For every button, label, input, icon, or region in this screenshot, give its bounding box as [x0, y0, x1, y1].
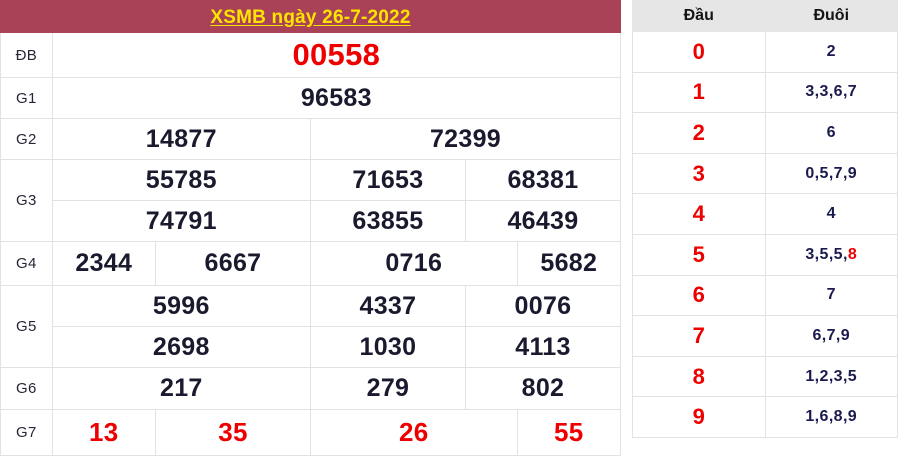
prize-value-g2-2: 72399	[309, 118, 622, 160]
dau-value: 4	[632, 193, 766, 235]
prize-label-g3: G3	[0, 159, 53, 242]
prize-label-g5: G5	[0, 285, 53, 368]
prize-label-g7: G7	[0, 409, 53, 456]
duoi-value-plain: 6	[826, 123, 836, 141]
result-title-cell: XSMB ngày 26-7-2022	[0, 0, 621, 33]
duoi-value: 7	[764, 274, 898, 317]
prize-value-g3-4: 74791	[51, 200, 311, 242]
dau-value: 9	[632, 396, 766, 438]
table-row-g3-a: G3 55785 71653 68381	[0, 159, 622, 242]
duoi-value: 6,7,9	[764, 315, 898, 357]
dau-duoi-row: 8 1,2,3,5	[632, 355, 898, 398]
table-row-g3-b: 74791 63855 46439	[1, 200, 622, 242]
duoi-value-plain: 1,6,8,9	[805, 408, 858, 426]
duoi-value: 0,5,7,9	[764, 152, 898, 195]
table-row-db: ĐB 00558	[0, 32, 622, 78]
prize-value-g4-2: 6667	[154, 241, 311, 286]
table-row-g1: G1 96583	[0, 77, 622, 119]
dau-duoi-body: 0 2 1 3,3,6,7 2 6 3 0,5,7,9 4 4 5 3,5,5,8 6 7 7 6,7,9 8 1…	[632, 31, 898, 438]
dau-value: 5	[632, 233, 766, 276]
prize-value-g5-5: 1030	[309, 326, 466, 368]
prize-value-g5-4: 2698	[51, 326, 311, 368]
duoi-value-plain: 4	[826, 205, 836, 223]
prize-value-g5-1: 5996	[51, 285, 311, 327]
dau-value: 3	[632, 152, 766, 195]
dau-value: 7	[632, 315, 766, 357]
dau-value: 6	[632, 274, 766, 317]
dau-duoi-table: Đầu Đuôi 0 2 1 3,3,6,7 2 6 3 0,5,7,9 4 4 5 3,5,5,8 6…	[632, 0, 898, 438]
duoi-value-plain: 3,3,6,7	[805, 83, 858, 101]
prize-value-g3-5: 63855	[309, 200, 466, 242]
prize-value-g6-2: 279	[309, 367, 466, 410]
prize-value-g7-4: 55	[516, 409, 622, 456]
prize-value-g5-6: 4113	[464, 326, 622, 368]
dau-duoi-row: 9 1,6,8,9	[632, 396, 898, 438]
duoi-value: 2	[764, 31, 898, 73]
column-header-dau: Đầu	[632, 0, 766, 32]
table-row-g5-a: G5 5996 4337 0076	[0, 285, 622, 368]
prize-value-db: 00558	[51, 32, 622, 78]
duoi-value: 4	[764, 193, 898, 235]
dau-duoi-row: 5 3,5,5,8	[632, 233, 898, 276]
duoi-value: 1,6,8,9	[764, 396, 898, 438]
prize-label-g2: G2	[0, 118, 53, 160]
prize-value-g3-1: 55785	[51, 159, 311, 201]
table-row-g6: G6 217 279 802	[0, 367, 622, 410]
duoi-value: 1,2,3,5	[764, 355, 898, 398]
table-row-g2: G2 14877 72399	[0, 118, 622, 160]
prize-label-g1: G1	[0, 77, 53, 119]
duoi-value: 3,5,5,8	[764, 233, 898, 276]
table-title-row: XSMB ngày 26-7-2022	[0, 0, 621, 33]
page-title: XSMB ngày 26-7-2022	[210, 7, 411, 28]
duoi-value: 3,3,6,7	[764, 71, 898, 114]
dau-value: 8	[632, 355, 766, 398]
prize-value-g6-3: 802	[464, 367, 622, 410]
duoi-value-plain: 2	[826, 42, 836, 60]
duoi-value-plain: 7	[826, 286, 836, 304]
dau-duoi-row: 3 0,5,7,9	[632, 152, 898, 195]
prize-value-g4-1: 2344	[51, 241, 156, 286]
dau-duoi-header-row: Đầu Đuôi	[632, 0, 898, 32]
prize-value-g1: 96583	[51, 77, 622, 119]
prize-value-g3-2: 71653	[309, 159, 466, 201]
duoi-value-plain: 0,5,7,9	[805, 164, 858, 182]
xsmb-result-table: XSMB ngày 26-7-2022 ĐB 00558 G1 96583 G2…	[0, 0, 622, 456]
dau-value: 0	[632, 31, 766, 73]
duoi-value: 6	[764, 112, 898, 154]
dau-duoi-row: 7 6,7,9	[632, 315, 898, 357]
table-row-g7: G7 13 35 26 55	[0, 409, 622, 456]
table-row-g4: G4 2344 6667 0716 5682	[0, 241, 622, 286]
dau-value: 1	[632, 71, 766, 114]
prize-value-g3-3: 68381	[464, 159, 622, 201]
prize-label-g6: G6	[0, 367, 53, 410]
prize-value-g6-1: 217	[51, 367, 311, 410]
duoi-value-plain: 3,5,5,	[805, 245, 848, 263]
prize-value-g7-3: 26	[309, 409, 518, 456]
prize-value-g3-6: 46439	[464, 200, 622, 242]
duoi-value-plain: 6,7,9	[812, 326, 851, 344]
prize-value-g4-4: 5682	[516, 241, 622, 286]
prize-value-g4-3: 0716	[309, 241, 518, 286]
prize-value-g7-1: 13	[51, 409, 156, 456]
dau-value: 2	[632, 112, 766, 154]
dau-duoi-row: 1 3,3,6,7	[632, 71, 898, 114]
table-row-g5-b: 2698 1030 4113	[1, 326, 622, 368]
prize-value-g5-3: 0076	[464, 285, 622, 327]
duoi-value-highlight: 8	[847, 245, 858, 263]
prize-value-g2-1: 14877	[51, 118, 311, 160]
prize-label-db: ĐB	[0, 32, 53, 78]
prize-value-g7-2: 35	[154, 409, 311, 456]
duoi-value-plain: 1,2,3,5	[805, 367, 858, 385]
column-header-duoi: Đuôi	[764, 0, 898, 32]
prize-value-g5-2: 4337	[309, 285, 466, 327]
prize-label-g4: G4	[0, 241, 53, 286]
